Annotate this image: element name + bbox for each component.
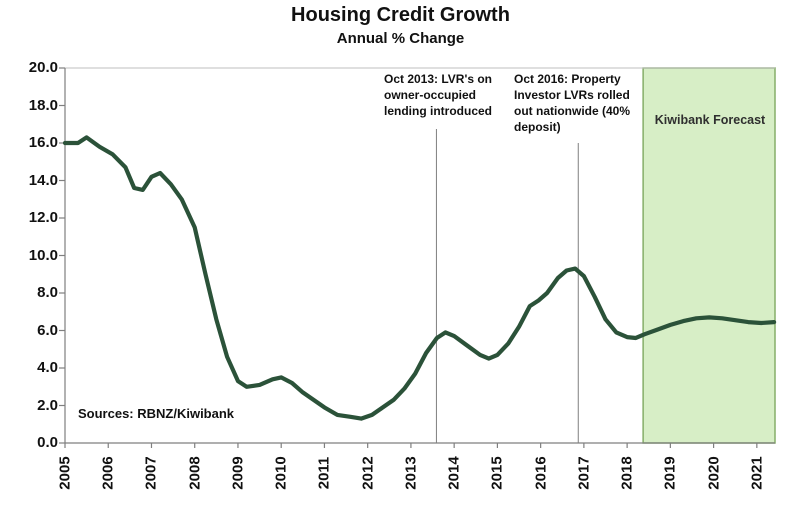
x-axis-label: 2005 [56,456,74,490]
source-note: Sources: RBNZ/Kiwibank [78,406,235,421]
annotation-lvr-2013: Oct 2013: LVR's on owner-occupied lendin… [384,71,492,119]
annotation-line: deposit) [514,120,561,134]
y-axis-label: 16.0 [28,134,58,151]
annotation-line: out nationwide (40% [514,104,631,118]
chart-subtitle: Annual % Change [336,30,465,47]
x-axis-label: 2019 [661,456,679,490]
y-axis-label: 8.0 [37,284,58,301]
y-axis-label: 4.0 [37,359,58,376]
annotation-lvr-2016: Oct 2016: Property Investor LVRs rolled … [514,71,630,135]
y-axis-label: 6.0 [37,321,58,339]
x-axis-label: 2017 [575,456,593,490]
x-axis-label: 2008 [186,456,204,490]
y-axis-label: 0.0 [37,434,58,451]
housing-credit-line [62,135,777,421]
x-axis-label: 2009 [229,456,247,490]
x-axis-label: 2015 [488,456,506,490]
y-axis-label: 14.0 [28,171,58,189]
x-axis-label: 2012 [359,456,377,490]
annotation-line: Oct 2013: LVR's on [384,72,492,86]
x-axis-label: 2021 [748,456,766,490]
x-axis-label: 2010 [272,456,290,490]
annotation-line: owner-occupied [384,88,477,102]
x-axis-label: 2007 [142,456,160,490]
annotation-line: lending introduced [384,104,492,118]
forecast-region-label: Kiwibank Forecast [654,113,766,127]
x-axis-label: 2014 [445,456,463,490]
y-axis-label: 10.0 [28,246,58,264]
x-axis-label: 2018 [618,456,636,490]
x-axis-label: 2013 [402,456,420,490]
annotation-line: Investor LVRs rolled [514,88,630,102]
x-axis-label: 2020 [705,456,723,490]
y-axis-label: 12.0 [28,209,58,226]
y-axis-label: 2.0 [37,396,58,414]
x-axis-label: 2016 [532,456,550,490]
forecast-region [642,67,776,444]
chart-title: Housing Credit Growth [291,4,510,26]
annotation-line: Oct 2016: Property [514,72,621,86]
y-axis-label: 18.0 [28,96,58,114]
y-axis-label: 20.0 [28,59,58,76]
x-axis-label: 2006 [99,456,117,490]
x-axis-label: 2011 [315,456,333,490]
